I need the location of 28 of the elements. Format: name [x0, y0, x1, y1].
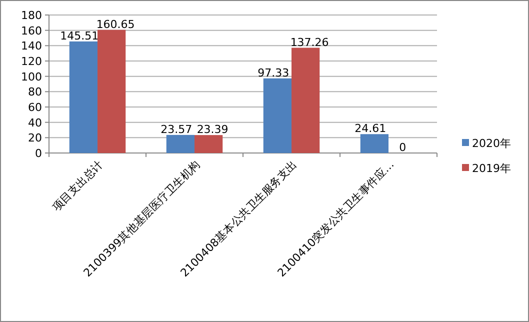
y-tick-label: 0 — [35, 147, 42, 160]
data-label: 160.65 — [96, 18, 135, 31]
bar — [292, 48, 320, 153]
y-tick-label: 140 — [21, 40, 42, 53]
y-tick-label: 160 — [21, 24, 42, 38]
y-tick-label: 180 — [21, 9, 42, 22]
data-label: 23.39 — [196, 123, 228, 136]
x-tick-label: 项目支出总计 — [50, 158, 106, 214]
y-tick-label: 60 — [28, 101, 42, 114]
data-label: 0 — [399, 141, 406, 154]
bar — [263, 78, 292, 153]
data-label: 137.26 — [290, 36, 329, 49]
data-label: 23.57 — [160, 122, 192, 136]
y-tick-label: 20 — [28, 132, 42, 145]
data-label: 24.61 — [354, 122, 386, 136]
y-tick-label: 80 — [28, 86, 42, 99]
legend-label: 2020年 — [472, 137, 511, 150]
y-tick-label: 120 — [21, 55, 42, 68]
bar — [194, 135, 223, 153]
data-label: 145.51 — [60, 29, 99, 42]
legend-label: 2019年 — [472, 162, 511, 175]
bar — [69, 41, 98, 153]
bar — [98, 30, 126, 153]
y-tick-label: 40 — [28, 116, 42, 130]
data-label: 97.33 — [258, 66, 290, 80]
y-tick-label: 100 — [21, 70, 42, 84]
bar — [166, 134, 194, 153]
bar — [360, 134, 388, 153]
